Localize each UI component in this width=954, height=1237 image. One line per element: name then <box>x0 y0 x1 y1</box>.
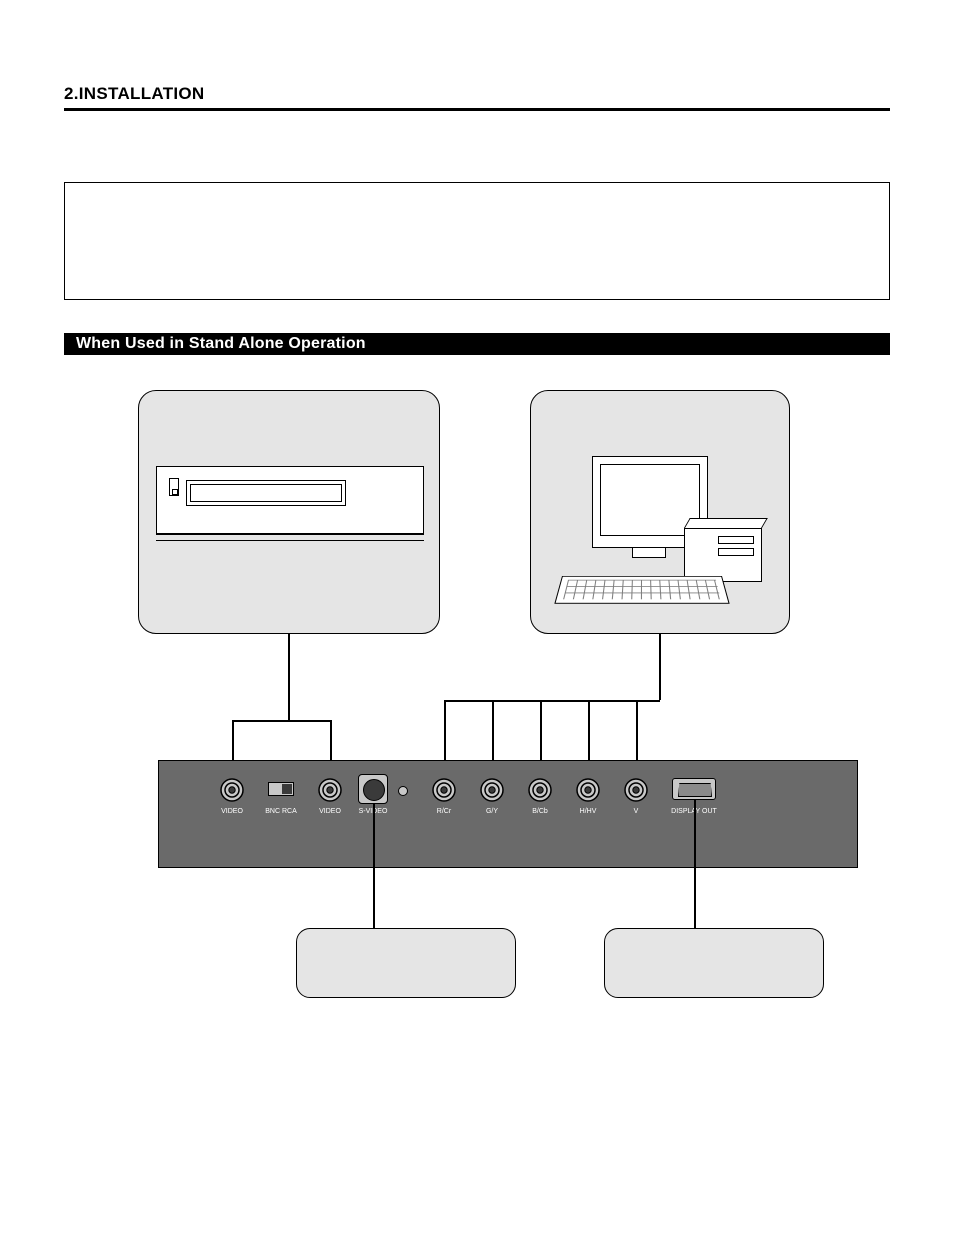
bnc-v-port <box>624 778 648 802</box>
vcr-tape-slot-inner <box>190 484 342 502</box>
note-box <box>64 182 890 300</box>
pc-tower-top <box>684 518 768 528</box>
port-label: BNC RCA <box>265 808 297 815</box>
bnc-video-port <box>318 778 342 802</box>
wire <box>288 634 290 720</box>
port-label: B/Cb <box>532 808 548 815</box>
wire <box>694 800 696 928</box>
subsection-banner: When Used in Stand Alone Operation <box>64 333 890 355</box>
pc-keyboard <box>554 576 729 604</box>
connection-diagram: VIDEO BNC RCA VIDEO S-VIDEO R/Cr G/Y B/C… <box>64 380 890 1020</box>
vcr-baseline-shadow <box>156 540 424 541</box>
port-label: VIDEO <box>221 808 243 815</box>
bnc-bcb-port <box>528 778 552 802</box>
port-label: H/HV <box>580 808 597 815</box>
wire <box>444 700 660 702</box>
pc-monitor-stand <box>632 548 666 558</box>
port-label: VIDEO <box>319 808 341 815</box>
bnc-rcr-port <box>432 778 456 802</box>
connector-strip <box>158 760 858 868</box>
bnc-video-port <box>220 778 244 802</box>
bnc-rca-switch <box>268 782 294 796</box>
subsection-title: When Used in Stand Alone Operation <box>76 335 366 353</box>
manual-page: 2.INSTALLATION When Used in Stand Alone … <box>0 0 954 1237</box>
port-label: V <box>634 808 639 815</box>
svideo-port <box>358 774 388 804</box>
section-title: INSTALLATION <box>79 84 205 103</box>
port-label: G/Y <box>486 808 498 815</box>
vcr-eject-button <box>169 478 179 496</box>
pc-drive-bay <box>718 548 754 556</box>
display-out-port <box>672 778 716 800</box>
vcr-baseline <box>156 534 424 535</box>
svideo-label-box <box>296 928 516 998</box>
indicator-dot <box>398 786 408 796</box>
display-out-label-box <box>604 928 824 998</box>
section-header: 2.INSTALLATION <box>64 84 890 111</box>
wire <box>373 804 375 928</box>
port-label: R/Cr <box>437 808 451 815</box>
section-number: 2. <box>64 84 79 103</box>
pc-drive-bay <box>718 536 754 544</box>
wire <box>232 720 331 722</box>
bnc-gy-port <box>480 778 504 802</box>
wire <box>659 634 661 700</box>
bnc-hhv-port <box>576 778 600 802</box>
